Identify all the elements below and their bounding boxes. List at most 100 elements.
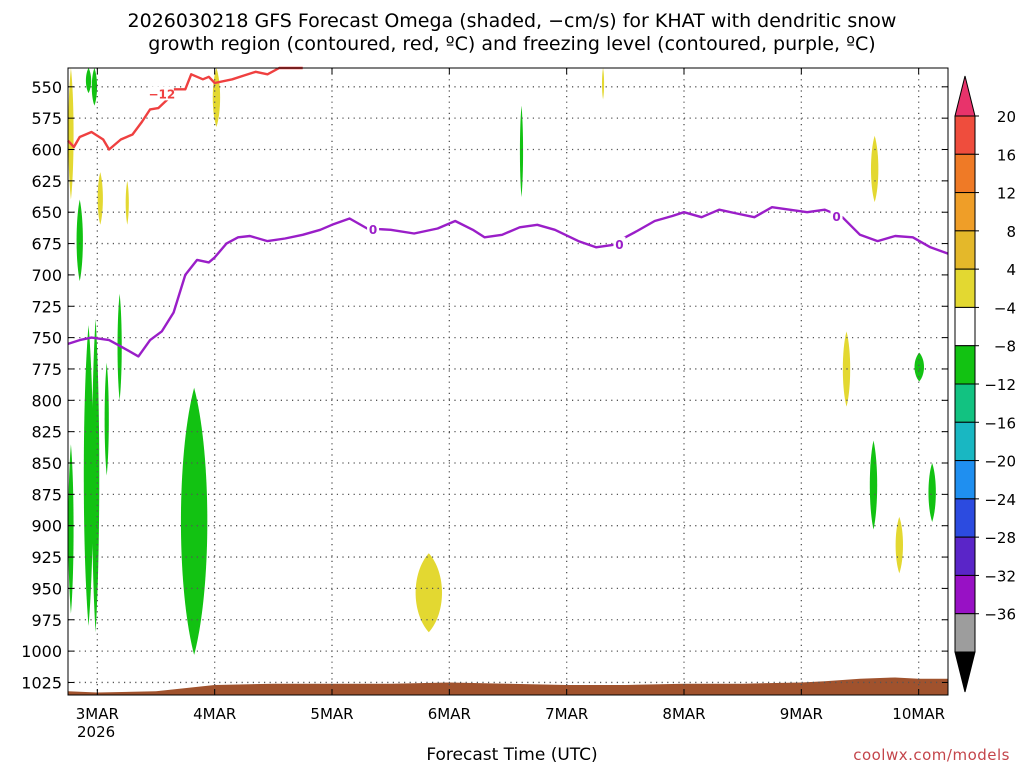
colorbar-top-arrow [954,75,976,117]
colorbar-swatch [954,192,976,232]
dendritic-growth-contour [67,66,303,151]
omega-negative-cell [85,68,92,94]
contour-label-background [149,86,174,101]
colorbar: 20 16 12 8 4 −4 −8 −12 −16 −20 −24 −28 −32 −36 [954,75,1016,693]
freezing-level-label: 0 [615,238,623,252]
colorbar-swatch [954,460,976,500]
x-axis: 3MAR 4MAR 5MAR 6MAR 7MAR 8MAR 9MAR 10MAR [76,68,945,723]
contour-label-background [613,236,626,251]
y-tick-label: 575 [31,109,62,128]
colorbar-label: 20 [997,108,1016,126]
colorbar-swatch [954,230,976,270]
y-tick-label: 900 [31,517,62,536]
y-tick-label: 925 [31,548,62,567]
omega-negative-cell [180,387,208,655]
omega-negative-cell [928,463,936,522]
colorbar-label: −12 [984,376,1016,394]
plot-frame [67,67,949,696]
freezing-level-label: 0 [832,210,840,224]
colorbar-label: −4 [994,299,1016,317]
colorbar-label: 4 [1006,261,1016,279]
y-tick-label: 850 [31,454,62,473]
x-tick-label: 5MAR [310,705,353,723]
contour-label-background [830,209,843,224]
omega-positive-cell [97,172,103,225]
site-credit: coolwx.com/models [853,746,1010,764]
y-tick-label: 800 [31,391,62,410]
chart-subtitle: growth region (contoured, red, ºC) and f… [148,33,876,55]
y-tick-label: 1025 [21,673,62,692]
colorbar-label: 12 [997,185,1016,203]
colorbar-swatch [954,268,976,308]
omega-negative-cell [519,105,524,198]
colorbar-label: −8 [994,338,1016,356]
colorbar-label: −16 [984,414,1016,432]
colorbar-bottom-arrow [954,651,976,693]
x-tick-label: 10MAR [892,705,945,723]
y-tick-label: 950 [31,579,62,598]
colorbar-swatch [954,613,976,653]
y-tick-label: 650 [31,203,62,222]
omega-negative-cell [76,199,83,282]
freezing-level-contour [67,205,949,358]
x-tick-label: 7MAR [545,705,588,723]
contour-layer: 0 0 0 −12 [67,66,949,358]
y-tick-label: 1000 [21,642,62,661]
y-tick-label: 725 [31,297,62,316]
omega-positive-cell [415,553,442,633]
terrain-layer [68,677,948,695]
colorbar-swatch [954,345,976,385]
chart-title: 2026030218 GFS Forecast Omega (shaded, −… [127,10,897,32]
omega-positive-cell [870,135,879,203]
y-tick-label: 750 [31,329,62,348]
colorbar-swatch [954,574,976,615]
omega-positive-cell [125,180,129,225]
omega-shading-layer [68,68,936,655]
x-axis-year-label: 2026 [77,723,116,741]
omega-positive-cell [601,68,605,100]
colorbar-swatch [954,306,976,347]
x-tick-label: 4MAR [193,705,236,723]
colorbar-swatch [954,536,976,576]
colorbar-label: 8 [1006,223,1016,241]
freezing-level-label: 0 [369,223,377,237]
y-tick-label: 700 [31,266,62,285]
colorbar-swatch [954,498,976,538]
omega-negative-cell [914,352,925,382]
omega-negative-cell [68,444,74,614]
x-tick-label: 8MAR [662,705,705,723]
colorbar-label: −32 [984,567,1016,585]
terrain-fill [68,677,948,695]
omega-negative-cell [91,68,98,106]
omega-positive-cell [68,68,74,200]
colorbar-label: −28 [984,529,1016,547]
y-tick-label: 875 [31,485,62,504]
omega-negative-cell [83,325,94,627]
y-tick-label: 775 [31,360,62,379]
y-tick-label: 825 [31,423,62,442]
colorbar-label: −20 [984,453,1016,471]
omega-negative-cell [104,362,109,476]
y-tick-label: 550 [31,78,62,97]
colorbar-label: −24 [984,491,1016,509]
y-tick-label: 675 [31,235,62,254]
dendritic-growth-label: −12 [148,87,175,101]
x-tick-label: 3MAR [76,705,119,723]
colorbar-swatch [954,115,976,155]
colorbar-swatch [954,383,976,423]
y-axis: 550 575 600 625 650 675 700 725 750 775 800 825 850 8… [21,78,948,692]
omega-negative-cell [91,318,100,633]
x-tick-label: 9MAR [780,705,823,723]
omega-positive-cell [895,516,904,574]
y-tick-label: 600 [31,141,62,160]
y-tick-label: 975 [31,611,62,630]
colorbar-swatch [954,421,976,462]
colorbar-label: 16 [997,146,1016,164]
contour-label-background [367,221,380,236]
x-tick-label: 6MAR [428,705,471,723]
x-axis-title: Forecast Time (UTC) [426,745,598,765]
omega-negative-cell [869,440,878,530]
y-tick-label: 625 [31,172,62,191]
colorbar-label: −36 [984,606,1016,624]
